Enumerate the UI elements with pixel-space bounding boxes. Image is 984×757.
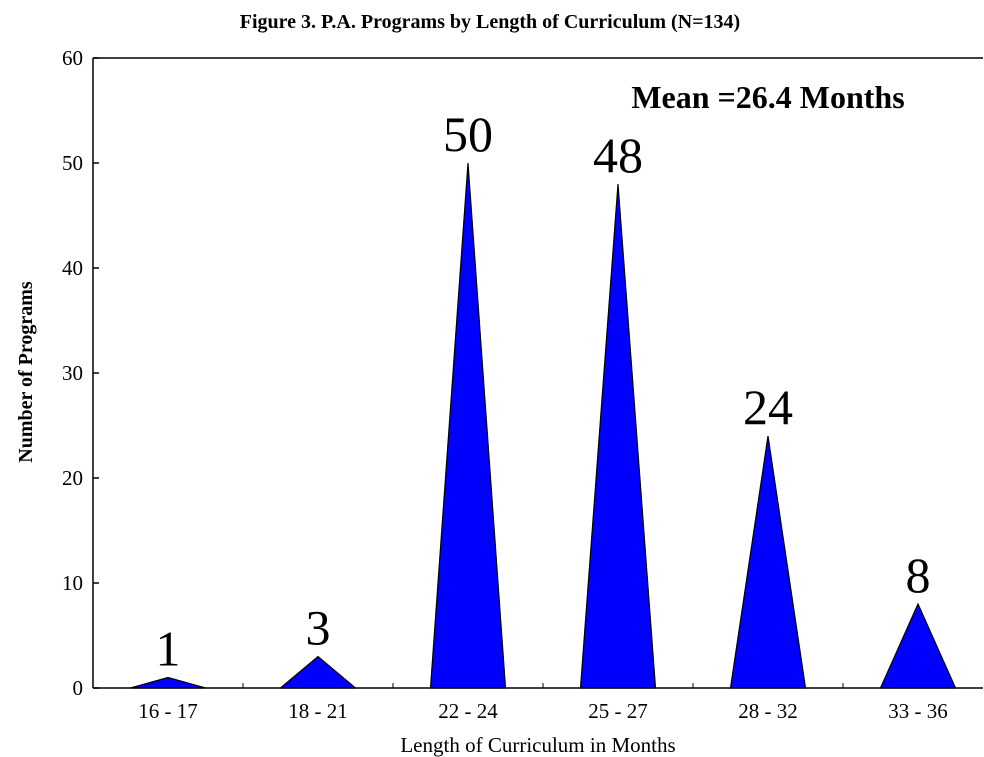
y-tick-label: 30 <box>62 361 83 385</box>
value-label: 8 <box>906 547 931 603</box>
x-tick-label: 18 - 21 <box>288 699 348 723</box>
annotation: Mean =26.4 Months <box>631 79 904 115</box>
value-label: 3 <box>306 600 331 656</box>
bar <box>879 602 957 689</box>
x-tick-label: 16 - 17 <box>138 699 198 723</box>
bar <box>579 183 657 689</box>
y-tick-label: 60 <box>62 46 83 70</box>
y-tick-label: 40 <box>62 256 83 280</box>
chart-title: Figure 3. P.A. Programs by Length of Cur… <box>240 11 740 33</box>
y-tick-label: 20 <box>62 466 83 490</box>
y-tick-label: 0 <box>73 676 84 700</box>
x-tick-label: 33 - 36 <box>888 699 948 723</box>
y-axis-label: Number of Programs <box>15 281 37 463</box>
value-label: 48 <box>593 127 643 183</box>
x-tick-label: 22 - 24 <box>438 699 498 723</box>
y-tick-label: 50 <box>62 151 83 175</box>
value-label: 1 <box>156 621 181 677</box>
x-tick-label: 28 - 32 <box>738 699 798 723</box>
bar <box>429 162 507 689</box>
bar <box>729 435 807 689</box>
value-label: 24 <box>743 379 793 435</box>
y-tick-label: 10 <box>62 571 83 595</box>
x-tick-label: 25 - 27 <box>588 699 648 723</box>
bar <box>130 676 206 689</box>
x-axis-label: Length of Curriculum in Months <box>400 733 675 757</box>
value-label: 50 <box>443 106 493 162</box>
bar <box>278 655 358 689</box>
